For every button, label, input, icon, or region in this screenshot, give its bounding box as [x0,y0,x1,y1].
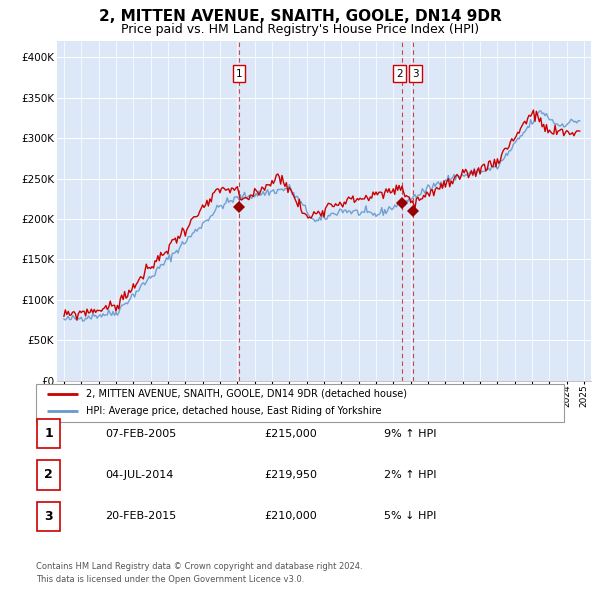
FancyBboxPatch shape [37,502,60,531]
FancyBboxPatch shape [37,419,60,448]
Text: This data is licensed under the Open Government Licence v3.0.: This data is licensed under the Open Gov… [36,575,304,584]
Text: 2: 2 [44,468,53,481]
Text: £215,000: £215,000 [264,429,317,438]
Text: 2: 2 [396,68,403,78]
Text: Contains HM Land Registry data © Crown copyright and database right 2024.: Contains HM Land Registry data © Crown c… [36,562,362,571]
Text: 2, MITTEN AVENUE, SNAITH, GOOLE, DN14 9DR: 2, MITTEN AVENUE, SNAITH, GOOLE, DN14 9D… [98,9,502,24]
Text: 2, MITTEN AVENUE, SNAITH, GOOLE, DN14 9DR (detached house): 2, MITTEN AVENUE, SNAITH, GOOLE, DN14 9D… [86,389,407,399]
Text: 9% ↑ HPI: 9% ↑ HPI [384,429,437,438]
Text: HPI: Average price, detached house, East Riding of Yorkshire: HPI: Average price, detached house, East… [86,407,382,417]
Text: 3: 3 [413,68,419,78]
Text: 07-FEB-2005: 07-FEB-2005 [105,429,176,438]
Text: 2% ↑ HPI: 2% ↑ HPI [384,470,437,480]
Text: 3: 3 [44,510,53,523]
Text: 1: 1 [236,68,242,78]
Text: 20-FEB-2015: 20-FEB-2015 [105,512,176,521]
FancyBboxPatch shape [37,460,60,490]
Text: 04-JUL-2014: 04-JUL-2014 [105,470,173,480]
Text: £219,950: £219,950 [264,470,317,480]
Text: £210,000: £210,000 [264,512,317,521]
Text: 5% ↓ HPI: 5% ↓ HPI [384,512,436,521]
Text: Price paid vs. HM Land Registry's House Price Index (HPI): Price paid vs. HM Land Registry's House … [121,23,479,36]
FancyBboxPatch shape [36,384,564,422]
Text: 1: 1 [44,427,53,440]
